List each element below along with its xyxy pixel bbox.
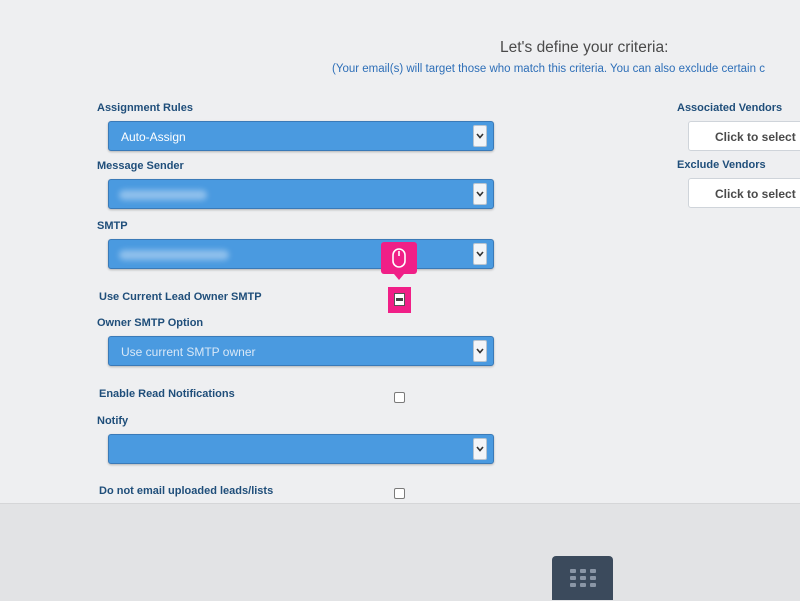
chevron-down-icon — [473, 243, 487, 265]
owner-smtp-option-select[interactable]: Use current SMTP owner — [108, 336, 494, 366]
assignment-rules-label: Assignment Rules — [97, 102, 193, 114]
exclude-vendors-placeholder: Click to select — [715, 187, 796, 201]
owner-smtp-option-label: Owner SMTP Option — [97, 317, 204, 329]
page-subtitle: (Your email(s) will target those who mat… — [332, 63, 765, 75]
mouse-cursor-tooltip — [381, 242, 417, 280]
associated-vendors-placeholder: Click to select — [715, 130, 796, 144]
smtp-select[interactable] — [108, 239, 494, 269]
enable-read-notifications-label: Enable Read Notifications — [99, 388, 235, 400]
assignment-rules-select[interactable]: Auto-Assign — [108, 121, 494, 151]
mouse-icon — [392, 248, 406, 268]
chevron-down-icon — [473, 125, 487, 147]
message-sender-label: Message Sender — [97, 160, 184, 172]
chevron-down-icon — [473, 340, 487, 362]
do-not-email-uploaded-checkbox[interactable] — [394, 488, 405, 499]
associated-vendors-select[interactable]: Click to select — [688, 121, 800, 151]
grid-icon — [570, 569, 596, 587]
page-title: Let's define your criteria: — [500, 39, 669, 56]
assignment-rules-value: Auto-Assign — [121, 130, 186, 144]
enable-read-notifications-checkbox[interactable] — [394, 392, 405, 403]
apps-button[interactable] — [552, 556, 613, 600]
exclude-vendors-select[interactable]: Click to select — [688, 178, 800, 208]
owner-smtp-option-value: Use current SMTP owner — [121, 345, 256, 359]
use-current-owner-smtp-checkbox[interactable] — [388, 287, 411, 313]
smtp-label: SMTP — [97, 220, 128, 232]
chevron-down-icon — [473, 438, 487, 460]
exclude-vendors-label: Exclude Vendors — [677, 159, 766, 171]
notify-label: Notify — [97, 415, 129, 427]
redacted-text — [119, 250, 229, 260]
use-current-owner-smtp-label: Use Current Lead Owner SMTP — [99, 291, 262, 303]
chevron-down-icon — [473, 183, 487, 205]
checkbox-icon — [394, 293, 405, 306]
footer-bar — [0, 503, 800, 601]
redacted-text — [119, 190, 207, 200]
do-not-email-uploaded-label: Do not email uploaded leads/lists — [99, 485, 274, 497]
message-sender-select[interactable] — [108, 179, 494, 209]
notify-select[interactable] — [108, 434, 494, 464]
associated-vendors-label: Associated Vendors — [677, 102, 783, 114]
